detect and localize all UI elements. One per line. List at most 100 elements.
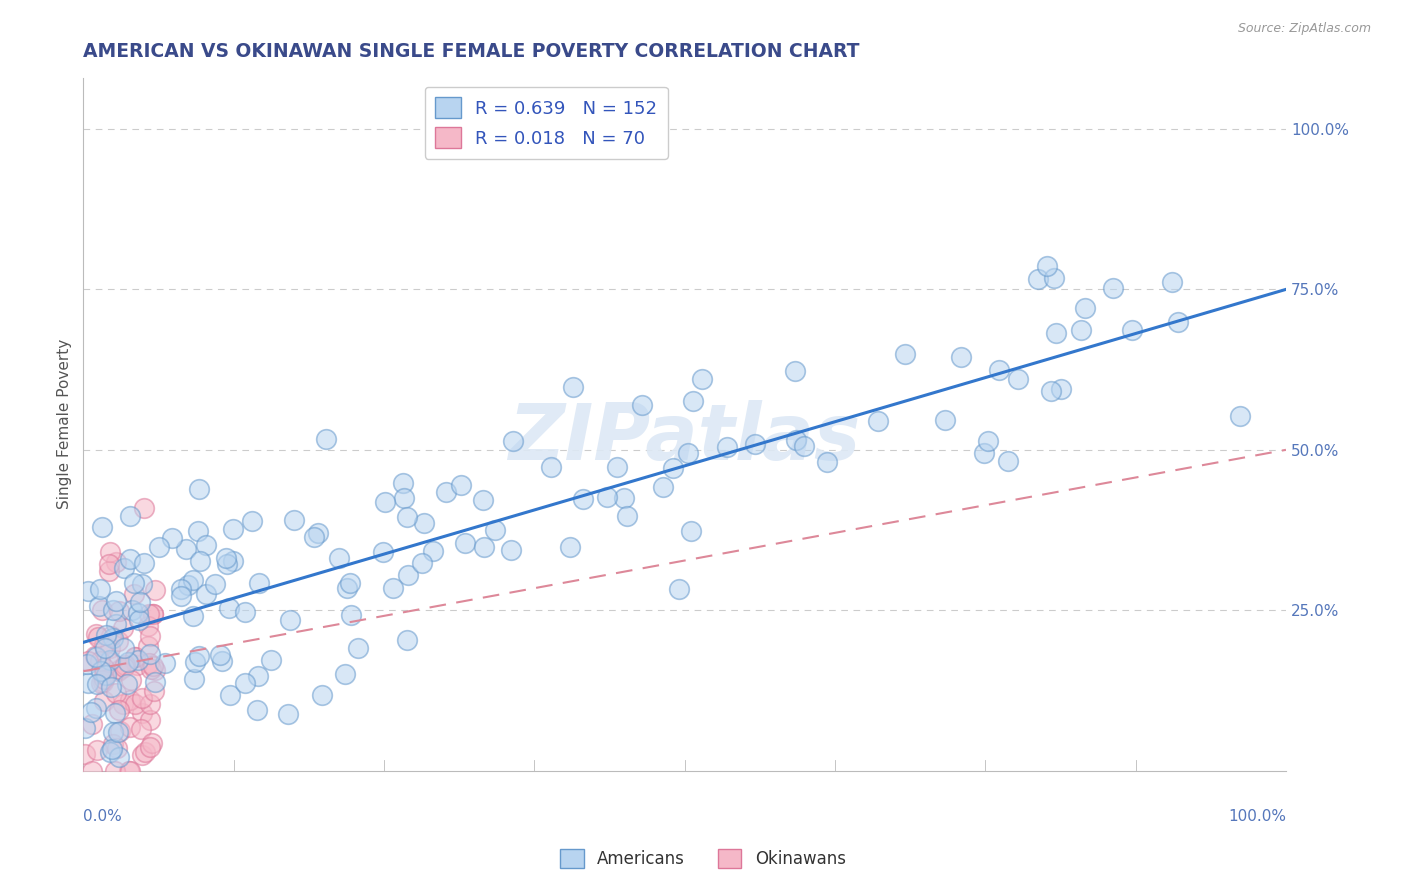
Point xyxy=(211,654,233,668)
Point xyxy=(94,641,117,656)
Point xyxy=(450,478,472,492)
Point xyxy=(112,641,135,656)
Point xyxy=(221,554,243,568)
Point xyxy=(195,587,218,601)
Point xyxy=(934,412,956,426)
Point xyxy=(716,440,738,454)
Point xyxy=(108,724,131,739)
Point xyxy=(103,603,125,617)
Point xyxy=(678,446,700,460)
Point xyxy=(340,608,363,623)
Point xyxy=(572,491,595,506)
Point xyxy=(118,551,141,566)
Point xyxy=(86,743,108,757)
Point xyxy=(118,693,141,707)
Point xyxy=(141,662,163,676)
Point xyxy=(80,705,103,719)
Point xyxy=(134,745,156,759)
Point xyxy=(108,604,131,618)
Point xyxy=(98,545,121,559)
Point xyxy=(127,606,149,620)
Point xyxy=(105,741,128,756)
Point xyxy=(141,736,163,750)
Point xyxy=(101,742,124,756)
Point xyxy=(1040,384,1063,398)
Point xyxy=(139,739,162,754)
Point xyxy=(117,655,139,669)
Point xyxy=(328,551,350,566)
Point xyxy=(90,676,112,690)
Point xyxy=(101,737,124,751)
Point xyxy=(115,677,138,691)
Point xyxy=(1007,372,1029,386)
Point xyxy=(111,697,134,711)
Point xyxy=(128,613,150,627)
Point xyxy=(347,640,370,655)
Point xyxy=(188,554,211,568)
Point xyxy=(950,350,973,364)
Point xyxy=(124,698,146,712)
Point xyxy=(315,432,337,446)
Point xyxy=(148,540,170,554)
Point xyxy=(336,581,359,595)
Point xyxy=(1045,326,1067,340)
Point xyxy=(87,630,110,644)
Point xyxy=(122,587,145,601)
Point xyxy=(142,658,165,673)
Point xyxy=(1074,301,1097,315)
Point xyxy=(311,688,333,702)
Point xyxy=(188,649,211,664)
Point xyxy=(120,509,142,524)
Point xyxy=(1229,409,1251,424)
Point xyxy=(127,653,149,667)
Point xyxy=(142,607,165,621)
Point xyxy=(307,525,329,540)
Point xyxy=(82,764,104,778)
Point xyxy=(561,380,583,394)
Point xyxy=(143,583,166,598)
Point xyxy=(181,608,204,623)
Point xyxy=(93,638,115,652)
Point xyxy=(105,594,128,608)
Point xyxy=(103,632,125,646)
Point xyxy=(103,764,125,778)
Point xyxy=(894,347,917,361)
Point xyxy=(132,500,155,515)
Point xyxy=(124,650,146,665)
Point xyxy=(76,583,98,598)
Point xyxy=(1049,382,1071,396)
Point xyxy=(76,657,98,672)
Point xyxy=(96,668,118,682)
Point xyxy=(100,745,122,759)
Point xyxy=(221,522,243,536)
Point xyxy=(204,577,226,591)
Point xyxy=(120,721,142,735)
Text: ZIPatlas: ZIPatlas xyxy=(509,400,860,476)
Legend: R = 0.639   N = 152, R = 0.018   N = 70: R = 0.639 N = 152, R = 0.018 N = 70 xyxy=(425,87,668,159)
Point xyxy=(131,577,153,591)
Point xyxy=(302,530,325,544)
Point xyxy=(987,363,1010,377)
Point xyxy=(195,537,218,551)
Point xyxy=(77,675,100,690)
Point xyxy=(86,677,108,691)
Point xyxy=(138,656,160,670)
Point xyxy=(396,509,419,524)
Point xyxy=(249,576,271,591)
Point xyxy=(454,536,477,550)
Point xyxy=(136,639,159,653)
Point xyxy=(1167,315,1189,329)
Point xyxy=(84,627,107,641)
Point xyxy=(136,618,159,632)
Point xyxy=(143,663,166,677)
Point xyxy=(392,491,415,505)
Point xyxy=(104,617,127,632)
Point xyxy=(1036,259,1059,273)
Point xyxy=(631,398,654,412)
Point xyxy=(143,674,166,689)
Point xyxy=(187,482,209,496)
Point xyxy=(139,698,162,712)
Point xyxy=(616,509,638,524)
Point xyxy=(104,686,127,700)
Point xyxy=(219,689,242,703)
